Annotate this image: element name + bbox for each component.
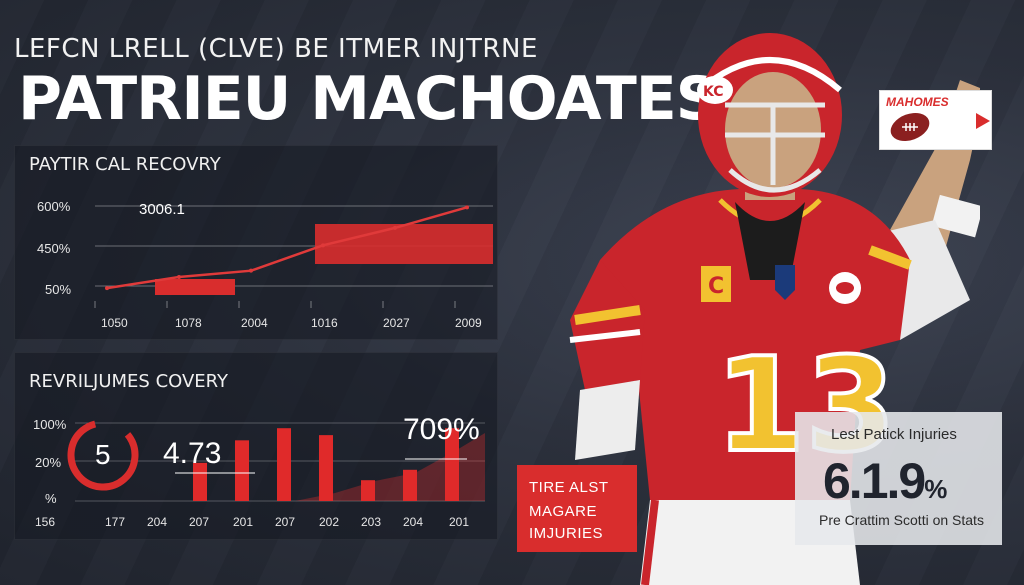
bar-chart-y-tick: 20%: [35, 455, 62, 470]
bar-chart-x-tick: 201: [233, 515, 254, 529]
line-chart-y-tick: 50%: [45, 282, 72, 297]
nfl-shield-icon: [775, 265, 795, 300]
recovery-line-chart-panel: PAYTIR CAL RECOVRY 600% 450% 50% 3006.1 …: [14, 145, 498, 340]
svg-text:C: C: [708, 274, 724, 299]
helmet-logo-icon: [697, 76, 733, 104]
line-chart-x-tick: 1050: [101, 316, 128, 330]
stat-note: Pre Crattim Scotti on Stats: [819, 512, 984, 528]
red-box-line-2: MAGARE: [529, 503, 598, 520]
stat-value: 6.1.9%: [823, 452, 947, 510]
bar-chart-x-tick: 207: [189, 515, 210, 529]
bar: [193, 462, 207, 501]
bar: [319, 435, 333, 501]
bar-callout-percent: 709%: [403, 413, 480, 446]
red-box-line-3: IMJURIES: [529, 525, 604, 542]
bar-chart-x-tick: 156: [35, 515, 56, 529]
bar-chart-y-tick: 100%: [33, 417, 67, 432]
injuries-label-box: TIRE ALST MAGARE IMJURIES: [517, 465, 637, 552]
bar-chart-x-tick: 203: [361, 515, 382, 529]
stat-number: 6.1.9: [823, 453, 926, 509]
line-chart-x-tick: 2009: [455, 316, 482, 330]
area-fill: [295, 433, 485, 501]
line-chart-y-tick: 450%: [37, 241, 71, 256]
line-chart: [94, 205, 493, 308]
recovery-bar-chart-panel: REVRILJUMES COVERY 100% 20% % 5 4.73 709…: [14, 352, 498, 540]
brand-logo-card: MAHOMES: [879, 90, 992, 150]
stat-label: Lest Patick Injuries: [831, 426, 957, 443]
line-point: [105, 286, 109, 291]
bar-chart: [67, 419, 485, 502]
bar-chart-x-tick: 201: [449, 515, 470, 529]
line-point: [393, 225, 397, 230]
highlight-bar: [315, 224, 493, 264]
bar: [445, 428, 459, 501]
page-title: PATRIEU MACHOATES: [18, 64, 719, 134]
line-point: [321, 243, 325, 248]
svg-text:KC: KC: [703, 84, 724, 100]
line-point: [249, 268, 253, 273]
bar-chart-x-tick: 202: [319, 515, 340, 529]
line-chart-x-tick: 1078: [175, 316, 202, 330]
injury-stat-box: Lest Patick Injuries 6.1.9% Pre Crattim …: [795, 412, 1002, 545]
bar-callout-value: 4.73: [163, 437, 222, 470]
circle-gauge-value: 5: [95, 439, 111, 470]
brand-logo-text: MAHOMES: [886, 95, 949, 109]
bar: [361, 480, 375, 501]
football-icon: [890, 112, 990, 142]
line-chart-x-tick: 2027: [383, 316, 410, 330]
bar-chart-x-tick: 207: [275, 515, 296, 529]
line-chart-x-tick: 2004: [241, 316, 268, 330]
bar: [277, 428, 291, 501]
bar: [235, 440, 249, 501]
stat-percent-sign: %: [924, 474, 947, 504]
bar: [403, 469, 417, 501]
red-box-line-1: TIRE ALST: [529, 479, 609, 496]
page-subtitle: LEFCN LRELL (CLVE) BE ITMER INJTRNE: [14, 34, 538, 64]
line-chart-x-tick: 1016: [311, 316, 338, 330]
bar-chart-title: REVRILJUMES COVERY: [29, 371, 229, 392]
captain-patch: [699, 264, 733, 304]
line-point: [465, 205, 469, 210]
bar-chart-x-tick: 204: [403, 515, 424, 529]
bar-chart-y-tick: %: [45, 491, 57, 506]
line-chart-callout: 3006.1: [139, 201, 185, 218]
line-point: [177, 275, 181, 279]
bar-chart-x-tick: 204: [147, 515, 168, 529]
line-chart-title: PAYTIR CAL RECOVRY: [29, 154, 221, 175]
line-chart-y-tick: 600%: [37, 199, 71, 214]
line-series: [106, 206, 468, 290]
highlight-bar: [155, 279, 235, 295]
bar-chart-x-tick: 177: [105, 515, 126, 529]
